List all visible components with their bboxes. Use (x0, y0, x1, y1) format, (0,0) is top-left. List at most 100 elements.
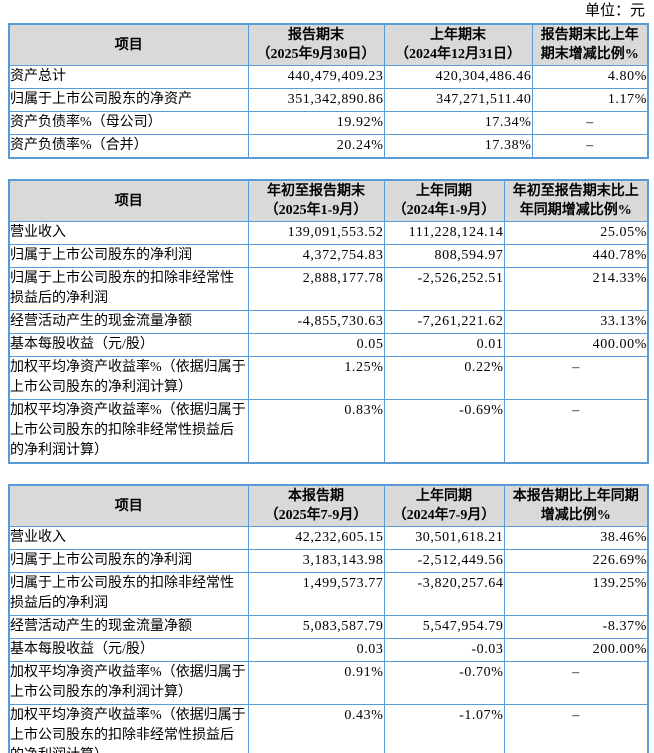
column-header: 上年同期 （2024年7-9月） (383, 484, 505, 527)
cell-change: 440.78% (503, 244, 649, 268)
column-header: 上年期末 （2024年12月31日） (383, 23, 533, 66)
cell-prior: 17.38% (383, 134, 533, 159)
column-header: 年初至报告期末比上 年同期增减比例% (503, 179, 649, 222)
cell-current: 19.92% (247, 111, 385, 135)
table-row: 经营活动产生的现金流量净额 5,083,587.79 5,547,954.79 -8.… (8, 615, 649, 639)
cell-prior: 17.34% (383, 111, 533, 135)
cell-prior: -2,512,449.56 (383, 549, 505, 573)
cell-prior: -3,820,257.64 (383, 572, 505, 616)
cell-prior: -0.70% (383, 661, 505, 705)
cell-change: 226.69% (503, 549, 649, 573)
unit-label: 单位：元 (584, 3, 645, 19)
cell-current: 440,479,409.23 (247, 65, 385, 89)
table-row: 资产总计 440,479,409.23 420,304,486.46 4.80% (8, 65, 649, 89)
table-row: 加权平均净资产收益率%（依据归属于上市公司股东的净利润计算） 1.25% 0.22%… (8, 356, 649, 400)
table-row: 加权平均净资产收益率%（依据归属于上市公司股东的扣除非经常性损益后的净利润计算）… (8, 704, 649, 753)
cell-current: 4,372,754.83 (247, 244, 385, 268)
period-end-indicators-table: 项目 报告期末 （2025年9月30日） 上年期末 （2024年12月31日） 报告期… (8, 23, 649, 159)
header-row: 项目 年初至报告期末 （2025年1-9月） 上年同期 （2024年1-9月） 年初至… (8, 179, 649, 222)
header-row: 项目 本报告期 （2025年7-9月） 上年同期 （2024年7-9月） 本报告期比上… (8, 484, 649, 527)
cell-current: -4,855,730.63 (247, 310, 385, 334)
table-row: 归属于上市公司股东的扣除非经常性损益后的净利润 1,499,573.77 -3,82… (8, 572, 649, 616)
cell-current: 3,183,143.98 (247, 549, 385, 573)
cell-change: – (503, 399, 649, 464)
cell-change: – (531, 134, 649, 159)
cell-change: 200.00% (503, 638, 649, 662)
cell-label: 归属于上市公司股东的净利润 (8, 549, 249, 573)
cell-prior: -2,526,252.51 (383, 267, 505, 311)
column-header: 本报告期比上年同期 增减比例% (503, 484, 649, 527)
cell-label: 营业收入 (8, 221, 249, 245)
cell-current: 2,888,177.78 (247, 267, 385, 311)
table-row: 基本每股收益（元/股） 0.03 -0.03 200.00% (8, 638, 649, 662)
cell-prior: 808,594.97 (383, 244, 505, 268)
cell-current: 0.03 (247, 638, 385, 662)
cell-current: 1,499,573.77 (247, 572, 385, 616)
cell-change: 400.00% (503, 333, 649, 357)
table-row: 归属于上市公司股东的扣除非经常性损益后的净利润 2,888,177.78 -2,52… (8, 267, 649, 311)
cell-change: -8.37% (503, 615, 649, 639)
cell-label: 加权平均净资产收益率%（依据归属于上市公司股东的扣除非经常性损益后的净利润计算） (8, 704, 249, 753)
cell-label: 加权平均净资产收益率%（依据归属于上市公司股东的净利润计算） (8, 356, 249, 400)
cell-change: – (531, 111, 649, 135)
cell-prior: -0.69% (383, 399, 505, 464)
cell-prior: -7,261,221.62 (383, 310, 505, 334)
table-row: 归属于上市公司股东的净利润 3,183,143.98 -2,512,449.56 22… (8, 549, 649, 573)
cell-label: 资产负债率%（合并） (8, 134, 249, 159)
table-row: 加权平均净资产收益率%（依据归属于上市公司股东的净利润计算） 0.91% -0.70… (8, 661, 649, 705)
cell-label: 营业收入 (8, 526, 249, 550)
cell-label: 经营活动产生的现金流量净额 (8, 310, 249, 334)
year-to-date-indicators-table: 项目 年初至报告期末 （2025年1-9月） 上年同期 （2024年1-9月） 年初至… (8, 179, 649, 464)
column-header: 上年同期 （2024年1-9月） (383, 179, 505, 222)
table-row: 归属于上市公司股东的净利润 4,372,754.83 808,594.97 440.7… (8, 244, 649, 268)
table-row: 资产负债率%（母公司） 19.92% 17.34% – (8, 111, 649, 135)
cell-change: 25.05% (503, 221, 649, 245)
table-row: 归属于上市公司股东的净资产 351,342,890.86 347,271,511.4… (8, 88, 649, 112)
cell-prior: 0.22% (383, 356, 505, 400)
cell-current: 1.25% (247, 356, 385, 400)
cell-change: 4.80% (531, 65, 649, 89)
cell-label: 加权平均净资产收益率%（依据归属于上市公司股东的净利润计算） (8, 661, 249, 705)
cell-prior: 111,228,124.14 (383, 221, 505, 245)
cell-current: 5,083,587.79 (247, 615, 385, 639)
cell-label: 资产负债率%（母公司） (8, 111, 249, 135)
cell-prior: 5,547,954.79 (383, 615, 505, 639)
column-header: 项目 (8, 179, 249, 222)
cell-prior: 347,271,511.40 (383, 88, 533, 112)
column-header: 项目 (8, 484, 249, 527)
cell-current: 0.05 (247, 333, 385, 357)
header-row: 项目 报告期末 （2025年9月30日） 上年期末 （2024年12月31日） 报告期… (8, 23, 649, 66)
column-header: 报告期末比上年 期末增减比例% (531, 23, 649, 66)
table-row: 资产负债率%（合并） 20.24% 17.38% – (8, 134, 649, 159)
cell-current: 42,232,605.15 (247, 526, 385, 550)
cell-label: 归属于上市公司股东的扣除非经常性损益后的净利润 (8, 572, 249, 616)
column-header: 报告期末 （2025年9月30日） (247, 23, 385, 66)
column-header: 本报告期 （2025年7-9月） (247, 484, 385, 527)
column-header: 年初至报告期末 （2025年1-9月） (247, 179, 385, 222)
cell-current: 0.43% (247, 704, 385, 753)
cell-change: 38.46% (503, 526, 649, 550)
table-row: 加权平均净资产收益率%（依据归属于上市公司股东的扣除非经常性损益后的净利润计算）… (8, 399, 649, 464)
table-row: 经营活动产生的现金流量净额 -4,855,730.63 -7,261,221.62 3… (8, 310, 649, 334)
cell-label: 归属于上市公司股东的扣除非经常性损益后的净利润 (8, 267, 249, 311)
cell-label: 归属于上市公司股东的净资产 (8, 88, 249, 112)
cell-label: 基本每股收益（元/股） (8, 638, 249, 662)
cell-current: 351,342,890.86 (247, 88, 385, 112)
cell-change: 214.33% (503, 267, 649, 311)
cell-current: 139,091,553.52 (247, 221, 385, 245)
cell-prior: 30,501,618.21 (383, 526, 505, 550)
table-row: 营业收入 42,232,605.15 30,501,618.21 38.46% (8, 526, 649, 550)
cell-label: 加权平均净资产收益率%（依据归属于上市公司股东的扣除非经常性损益后的净利润计算） (8, 399, 249, 464)
cell-change: 139.25% (503, 572, 649, 616)
cell-current: 0.91% (247, 661, 385, 705)
cell-change: – (503, 356, 649, 400)
cell-prior: -0.03 (383, 638, 505, 662)
cell-label: 资产总计 (8, 65, 249, 89)
cell-label: 归属于上市公司股东的净利润 (8, 244, 249, 268)
cell-change: 1.17% (531, 88, 649, 112)
cell-current: 20.24% (247, 134, 385, 159)
cell-label: 基本每股收益（元/股） (8, 333, 249, 357)
cell-label: 经营活动产生的现金流量净额 (8, 615, 249, 639)
table-row: 营业收入 139,091,553.52 111,228,124.14 25.05% (8, 221, 649, 245)
